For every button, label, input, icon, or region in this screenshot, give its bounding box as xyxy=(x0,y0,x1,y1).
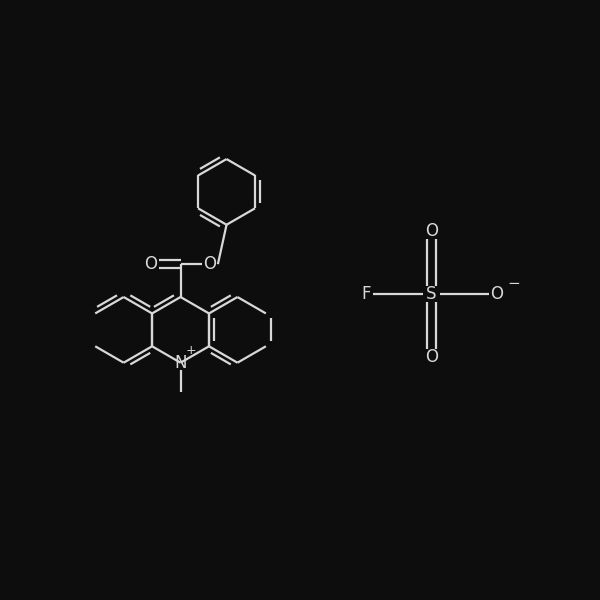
Text: +: + xyxy=(186,344,197,357)
Text: F: F xyxy=(361,285,370,303)
Text: O: O xyxy=(491,285,503,303)
Text: O: O xyxy=(425,348,438,366)
Text: S: S xyxy=(426,285,437,303)
Text: N: N xyxy=(175,354,187,372)
Text: O: O xyxy=(145,255,157,273)
Text: O: O xyxy=(203,255,217,273)
Text: O: O xyxy=(425,223,438,241)
Text: −: − xyxy=(508,276,520,291)
